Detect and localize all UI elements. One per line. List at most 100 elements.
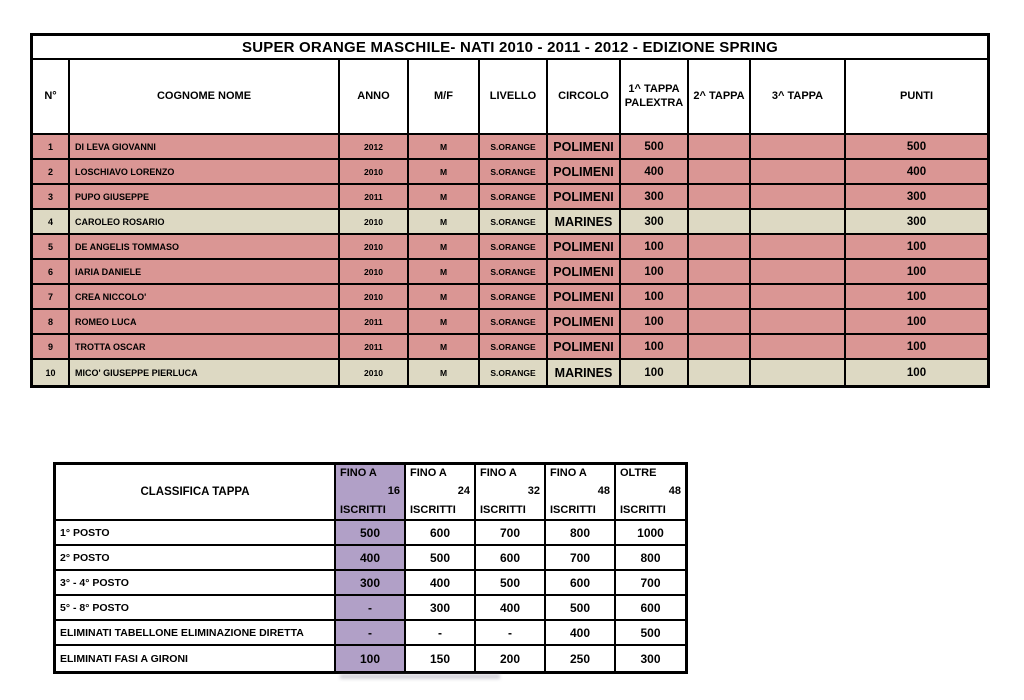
cell-n: 9 [33, 335, 70, 360]
cell-tappa1: 500 [621, 135, 689, 160]
table-row: 4 CAROLEO ROSARIO 2010 M S.ORANGE MARINES 300 3… [33, 210, 987, 235]
cell-anno: 2012 [340, 135, 409, 160]
table-row: 5 DE ANGELIS TOMMASO 2010 M S.ORANGE POLIMENI… [33, 235, 987, 260]
cell-tappa1: 400 [621, 160, 689, 185]
row-label: ELIMINATI FASI A GIRONI [56, 646, 336, 671]
cell-n: 8 [33, 310, 70, 335]
iscritti-column-header: OLTRE 48 ISCRITTI [616, 465, 685, 521]
cell-circolo: POLIMENI [548, 135, 621, 160]
cell-name: TROTTA OSCAR [70, 335, 340, 360]
cell-anno: 2010 [340, 360, 409, 385]
cell-name: DI LEVA GIOVANNI [70, 135, 340, 160]
value-cell: - [476, 621, 546, 646]
header-line: ISCRITTI [620, 503, 666, 516]
cell-name: ROMEO LUCA [70, 310, 340, 335]
cell-circolo: POLIMENI [548, 285, 621, 310]
table-row: 5° - 8° POSTO -300 400 500 600 [56, 596, 685, 621]
row-label: 1° POSTO [56, 521, 336, 546]
cell-tappa3 [751, 310, 846, 335]
table-row: 2 LOSCHIAVO LORENZO 2010 M S.ORANGE POLIMENI 4… [33, 160, 987, 185]
cell-tappa2 [689, 185, 751, 210]
row-label: 5° - 8° POSTO [56, 596, 336, 621]
cell-punti: 100 [846, 285, 987, 310]
value-cell: - [336, 596, 406, 621]
cell-n: 4 [33, 210, 70, 235]
column-header-label: 3^ TAPPA [771, 89, 824, 102]
cell-punti: 500 [846, 135, 987, 160]
table-row: 2° POSTO 400 500 600 700 800 [56, 546, 685, 571]
value-cell: - [406, 621, 476, 646]
ranking-table: SUPER ORANGE MASCHILE- NATI 2010 - 2011 … [30, 33, 990, 388]
column-header-label: ANNO [357, 89, 390, 102]
table-row: 10 MICO' GIUSEPPE PIERLUCA 2010 M S.ORANGE MA… [33, 360, 987, 385]
points-table: CLASSIFICA TAPPA FINO A 16 ISCRITTI FINO A 24… [53, 462, 688, 674]
cell-tappa3 [751, 285, 846, 310]
cell-tappa2 [689, 335, 751, 360]
cell-circolo: POLIMENI [548, 160, 621, 185]
cell-anno: 2011 [340, 335, 409, 360]
column-header-mf: M/F [409, 60, 480, 135]
cell-mf: M [409, 260, 480, 285]
header-line: 48 [668, 485, 681, 498]
table-row: 3° - 4° POSTO 300 400 500 600 700 [56, 571, 685, 596]
column-header-n: N° [33, 60, 70, 135]
cell-n: 2 [33, 160, 70, 185]
cell-circolo: POLIMENI [548, 235, 621, 260]
cell-punti: 100 [846, 360, 987, 385]
cell-livello: S.ORANGE [480, 360, 548, 385]
cell-n: 3 [33, 185, 70, 210]
value-cell: 500 [406, 546, 476, 571]
cell-name: IARIA DANIELE [70, 260, 340, 285]
cell-livello: S.ORANGE [480, 260, 548, 285]
value-cell: 400 [546, 621, 616, 646]
ranking-table-header-row: N° COGNOME NOME ANNO M/F LIVELLO CIRCOLO 1^ TA… [33, 60, 987, 135]
cell-tappa3 [751, 185, 846, 210]
value-cell: 800 [546, 521, 616, 546]
cell-mf: M [409, 185, 480, 210]
cell-punti: 100 [846, 235, 987, 260]
cell-name: DE ANGELIS TOMMASO [70, 235, 340, 260]
cell-tappa2 [689, 135, 751, 160]
cell-tappa3 [751, 235, 846, 260]
row-label: 2° POSTO [56, 546, 336, 571]
value-cell: 300 [406, 596, 476, 621]
cell-name: CREA NICCOLO' [70, 285, 340, 310]
header-line: 48 [597, 485, 610, 498]
cell-punti: 100 [846, 335, 987, 360]
cell-circolo: POLIMENI [548, 335, 621, 360]
value-cell: 500 [616, 621, 685, 646]
cell-livello: S.ORANGE [480, 160, 548, 185]
column-header-liv: LIVELLO [480, 60, 548, 135]
cell-tappa3 [751, 335, 846, 360]
header-line: FINO A [480, 467, 517, 479]
value-cell: 500 [336, 521, 406, 546]
value-cell: 500 [546, 596, 616, 621]
cell-mf: M [409, 160, 480, 185]
iscritti-column-header: FINO A 24 ISCRITTI [406, 465, 476, 521]
cell-name: MICO' GIUSEPPE PIERLUCA [70, 360, 340, 385]
cell-tappa1: 100 [621, 235, 689, 260]
cell-n: 7 [33, 285, 70, 310]
value-cell: 800 [616, 546, 685, 571]
cell-tappa1: 100 [621, 260, 689, 285]
value-cell: 200 [476, 646, 546, 671]
table-row: ELIMINATI TABELLONE ELIMINAZIONE DIRETTA… [56, 621, 685, 646]
column-header-label: M/F [434, 89, 453, 102]
iscritti-column-header: FINO A 48 ISCRITTI [546, 465, 616, 521]
table-row: 1 DI LEVA GIOVANNI 2012 M S.ORANGE POLIMENI 50… [33, 135, 987, 160]
cell-punti: 400 [846, 160, 987, 185]
cell-tappa3 [751, 260, 846, 285]
cell-livello: S.ORANGE [480, 135, 548, 160]
iscritti-column-header: FINO A 16 ISCRITTI [336, 465, 406, 521]
column-header-t2: 2^ TAPPA [689, 60, 751, 135]
cell-tappa1: 100 [621, 360, 689, 385]
table-row: ELIMINATI FASI A GIRONI 100 150 200 250 300 [56, 646, 685, 671]
cell-punti: 300 [846, 210, 987, 235]
table-row: 6 IARIA DANIELE 2010 M S.ORANGE POLIMENI 100 10… [33, 260, 987, 285]
cell-anno: 2011 [340, 310, 409, 335]
purple-column-shadow [340, 674, 500, 679]
header-line: FINO A [410, 467, 447, 479]
cell-circolo: MARINES [548, 360, 621, 385]
cell-anno: 2010 [340, 210, 409, 235]
cell-tappa2 [689, 235, 751, 260]
